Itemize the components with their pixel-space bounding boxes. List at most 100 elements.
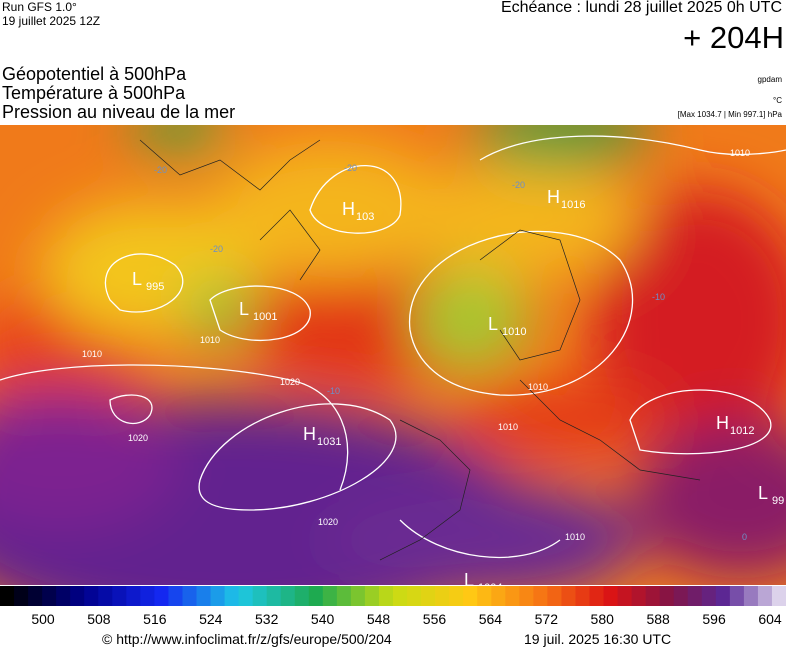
- isotherm-label: -20: [154, 165, 167, 175]
- colorbar-swatch: [673, 586, 689, 606]
- colorbar-swatch: [617, 586, 633, 606]
- isotherm-label: -20: [512, 180, 525, 190]
- isobar-label: 1020: [128, 433, 148, 443]
- field: H1031L995L1001H103H1016L1010H1012L99L100…: [0, 125, 786, 594]
- colorbar-swatch: [294, 586, 310, 606]
- colorbar-tick-label: 508: [87, 611, 111, 627]
- isobar-label: 1010: [82, 349, 102, 359]
- colorbar-swatch: [757, 586, 773, 606]
- center-letter: H: [547, 187, 560, 207]
- colorbar-swatch: [0, 586, 15, 606]
- center-value: 1010: [502, 326, 526, 338]
- colorbar-swatch: [210, 586, 226, 606]
- colorbar-swatch: [701, 586, 717, 606]
- colorbar-tick-label: 588: [646, 611, 670, 627]
- colorbar-swatch: [98, 586, 113, 606]
- colorbar-tick-label: 580: [591, 611, 615, 627]
- isobar-label: 1020: [318, 517, 338, 527]
- colorbar-swatch: [378, 586, 394, 606]
- colorbar-swatch: [407, 586, 422, 606]
- colorbar-swatch: [140, 586, 155, 606]
- colorbar-swatch: [393, 586, 408, 606]
- center-letter: L: [758, 483, 768, 503]
- colorbar-swatch: [519, 586, 534, 606]
- colorbar-swatch: [308, 586, 324, 606]
- isobar-label: 1010: [498, 422, 518, 432]
- colorbar-swatch: [421, 586, 436, 606]
- center-letter: L: [464, 570, 474, 590]
- generated-time: 19 juil. 2025 16:30 UTC: [524, 631, 672, 647]
- isotherm-label: -10: [327, 386, 340, 396]
- isobar-label: 1010: [730, 148, 750, 158]
- colorbar-tick-label: 532: [255, 611, 279, 627]
- isobar-label: 1010: [528, 382, 548, 392]
- unit-label: °C: [773, 96, 782, 105]
- center-letter: L: [132, 269, 142, 289]
- run-label: Run GFS 1.0°: [2, 0, 77, 14]
- colorbar-swatch: [561, 586, 576, 606]
- colorbar-swatch: [589, 586, 605, 606]
- colorbar-swatch: [154, 586, 169, 606]
- colorbar-tick-label: 524: [199, 611, 223, 627]
- center-value: 1031: [317, 436, 341, 448]
- colorbar-swatch: [743, 586, 759, 606]
- center-letter: L: [488, 314, 498, 334]
- center-letter: L: [239, 299, 249, 319]
- center-letter: H: [716, 413, 729, 433]
- colorbar-swatch: [336, 586, 352, 606]
- colorbar-tick-label: 604: [758, 611, 782, 627]
- colorbar-swatch: [42, 586, 57, 606]
- colorbar-tick-label: 572: [535, 611, 559, 627]
- colorbar-tick-label: 564: [479, 611, 503, 627]
- param-title: Température à 500hPa: [2, 83, 186, 103]
- center-value: 1001: [253, 311, 277, 323]
- colorbar-swatch: [350, 586, 366, 606]
- colorbar-swatch: [238, 586, 254, 606]
- center-value: 995: [146, 281, 164, 293]
- colorbar-swatch: [491, 586, 506, 606]
- colorbar-tick-label: 596: [702, 611, 726, 627]
- isotherm-label: -20: [210, 244, 223, 254]
- colorbar-swatch: [84, 586, 99, 606]
- colorbar-swatch: [477, 586, 492, 606]
- isotherm-label: -10: [652, 292, 665, 302]
- colorbar-swatch: [14, 586, 29, 606]
- colorbar-swatch: [547, 586, 562, 606]
- colorbar-swatch: [182, 586, 197, 606]
- colorbar-swatch: [322, 586, 338, 606]
- isotherm-label: 0: [742, 532, 747, 542]
- colorbar-swatch: [266, 586, 282, 606]
- colorbar-swatch: [56, 586, 71, 606]
- colorbar-swatch: [196, 586, 212, 606]
- center-value: 1004: [478, 582, 502, 594]
- colorbar: 500 508 516 524 532 540 548 556 564 572 580 588 596 6…: [0, 586, 786, 627]
- colorbar-swatch: [687, 586, 703, 606]
- colorbar-tick-label: 556: [423, 611, 447, 627]
- center-value: 1012: [730, 425, 754, 437]
- colorbar-swatch: [112, 586, 127, 606]
- colorbar-swatch: [533, 586, 548, 606]
- colorbar-swatch: [575, 586, 590, 606]
- param-title: Pression au niveau de la mer: [2, 102, 236, 122]
- center-letter: H: [303, 424, 316, 444]
- center-value: 103: [356, 211, 374, 223]
- colorbar-swatch: [449, 586, 464, 606]
- colorbar-tick-label: 540: [311, 611, 335, 627]
- center-letter: H: [342, 199, 355, 219]
- colorbar-tick-label: 500: [31, 611, 55, 627]
- colorbar-swatch: [435, 586, 450, 606]
- colorbar-swatch: [224, 586, 240, 606]
- unit-label: gpdam: [757, 75, 782, 84]
- colorbar-swatch: [659, 586, 675, 606]
- colorbar-swatch: [771, 586, 786, 606]
- isobars: [0, 135, 786, 558]
- colorbar-swatch: [631, 586, 647, 606]
- colorbar-swatch: [645, 586, 661, 606]
- colorbar-swatch: [729, 586, 745, 606]
- colorbar-swatch: [280, 586, 296, 606]
- colorbar-swatch: [28, 586, 43, 606]
- coastlines: [139, 139, 701, 561]
- isobar-label: 1020: [280, 377, 300, 387]
